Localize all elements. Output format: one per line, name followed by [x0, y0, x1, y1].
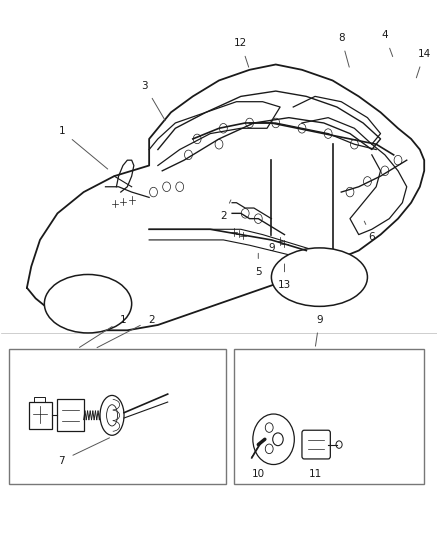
- Bar: [10, 349, 226, 484]
- Text: 2: 2: [97, 314, 155, 348]
- Text: 3: 3: [141, 81, 165, 120]
- Ellipse shape: [44, 274, 132, 333]
- Text: 4: 4: [381, 30, 393, 56]
- Text: 2: 2: [220, 200, 231, 221]
- Ellipse shape: [100, 395, 124, 435]
- Text: 11: 11: [308, 469, 321, 479]
- Text: 1: 1: [59, 126, 108, 169]
- Text: 12: 12: [234, 38, 249, 67]
- Ellipse shape: [272, 248, 367, 306]
- Text: 1: 1: [79, 314, 126, 348]
- Bar: [29, 402, 52, 429]
- Bar: [234, 349, 424, 484]
- Text: 8: 8: [338, 33, 349, 67]
- Text: 14: 14: [417, 49, 431, 78]
- Polygon shape: [149, 229, 315, 261]
- Text: 10: 10: [252, 469, 265, 479]
- Text: 5: 5: [255, 253, 261, 277]
- Text: 6: 6: [364, 221, 375, 243]
- Text: 7: 7: [59, 438, 110, 465]
- Bar: [57, 399, 84, 431]
- Text: 9: 9: [315, 314, 323, 346]
- Text: 13: 13: [278, 264, 291, 290]
- Bar: [34, 397, 45, 402]
- Text: 9: 9: [268, 232, 275, 253]
